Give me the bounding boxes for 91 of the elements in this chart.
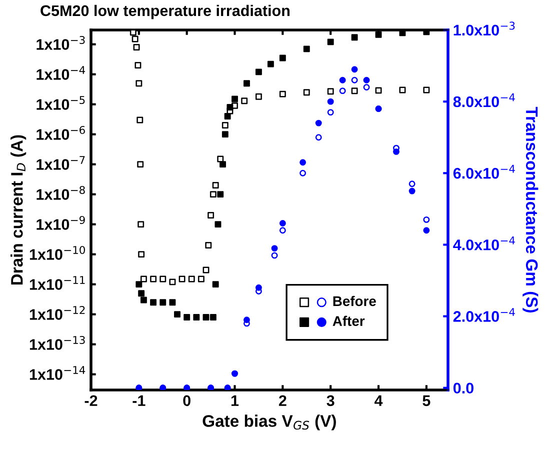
- point: [423, 30, 430, 36]
- y-tick-label: 1x10$^{−13}$: [30, 336, 85, 350]
- point: [160, 276, 166, 282]
- point: [255, 93, 262, 100]
- point: [351, 88, 358, 94]
- point: [220, 161, 226, 168]
- point: [150, 299, 157, 306]
- point: [188, 276, 195, 282]
- point: [202, 266, 210, 274]
- y-tick-label: 1x10$^{−5}$: [36, 96, 85, 110]
- legend-label: After: [332, 316, 365, 326]
- y2-tick-label: 6.0x10$^{−4}$: [453, 164, 515, 179]
- point: [224, 113, 231, 120]
- point: [351, 34, 358, 41]
- point: [184, 314, 190, 320]
- legend-label: Before: [333, 296, 376, 306]
- point: [255, 68, 262, 76]
- point: [222, 131, 228, 138]
- y-tick-label: 1x10$^{−6}$: [36, 126, 85, 140]
- point: [198, 276, 204, 282]
- point: [226, 104, 234, 110]
- chart-title: C5M20 low temperature irradiation: [40, 4, 290, 20]
- x-tick-label: 2: [278, 395, 286, 406]
- x-tick-label: 3: [326, 395, 334, 406]
- y2-tick-label: 1.0x10$^{−3}$: [454, 22, 515, 36]
- point: [130, 30, 136, 36]
- point: [244, 80, 250, 87]
- y2-tick-label: 8.0x10$^{−4}$: [453, 93, 515, 108]
- y-tick-label: 1x10$^{−11}$: [30, 276, 85, 290]
- point: [212, 182, 219, 189]
- y-tick-label: 1x10$^{−12}$: [30, 306, 85, 320]
- point: [138, 251, 145, 258]
- point: [279, 54, 286, 62]
- point: [178, 276, 186, 282]
- y2-tick-label: 4.0x10$^{−4}$: [453, 236, 515, 250]
- point: [136, 116, 144, 124]
- point: [132, 36, 138, 42]
- point: [222, 122, 228, 129]
- y2-axis-title: Transconductance Gm (S): [522, 106, 538, 312]
- point: [217, 191, 224, 198]
- point: [267, 60, 274, 68]
- x-tick-label: 0: [183, 395, 190, 406]
- y-axis-title: Drain current I$_{D}$ (A): [10, 135, 26, 285]
- point: [375, 87, 382, 94]
- point: [169, 278, 176, 286]
- point: [210, 191, 216, 198]
- point: [303, 46, 310, 52]
- point: [160, 299, 166, 306]
- point: [138, 221, 144, 228]
- point: [140, 296, 147, 304]
- point: [241, 98, 248, 104]
- y-tick-label: 1x10$^{−3}$: [36, 36, 85, 50]
- y-tick-label: 1x10$^{−9}$: [36, 216, 85, 230]
- point: [150, 276, 157, 282]
- y2-tick-label: 2.0x10$^{−4}$: [453, 308, 515, 322]
- point: [327, 38, 334, 46]
- y2-tick-label: 0.0: [453, 382, 474, 394]
- y-tick-label: 1x10$^{−10}$: [30, 246, 85, 260]
- point: [202, 314, 210, 320]
- point: [136, 281, 142, 288]
- point: [423, 86, 430, 94]
- point: [136, 80, 142, 87]
- x-tick-label: -1: [132, 395, 146, 406]
- y-tick-label: 1x10$^{−8}$: [36, 186, 85, 200]
- x-axis-title: Gate bias V$_{GS}$ (V): [202, 414, 336, 430]
- point: [210, 314, 216, 320]
- point: [133, 44, 140, 50]
- x-tick-label: 4: [374, 395, 383, 406]
- point: [137, 161, 144, 168]
- x-tick-label: 5: [422, 395, 430, 406]
- point: [138, 290, 145, 297]
- point: [303, 89, 310, 96]
- point: [375, 31, 382, 38]
- point: [134, 62, 142, 69]
- y-tick-label: 1x10$^{−4}$: [36, 66, 86, 80]
- point: [140, 276, 147, 282]
- x-tick-label: -2: [84, 395, 98, 406]
- point: [327, 88, 334, 95]
- point: [279, 90, 286, 98]
- point: [399, 86, 406, 94]
- point: [193, 314, 200, 320]
- x-tick-label: 1: [231, 395, 239, 406]
- point: [169, 299, 176, 306]
- y-tick-label: 1x10$^{−14}$: [30, 366, 86, 380]
- point: [232, 96, 238, 102]
- point: [205, 242, 212, 249]
- point: [208, 212, 214, 219]
- point: [214, 221, 222, 228]
- y-tick-label: 1x10$^{−7}$: [36, 156, 85, 170]
- point: [212, 281, 219, 288]
- point: [174, 311, 180, 318]
